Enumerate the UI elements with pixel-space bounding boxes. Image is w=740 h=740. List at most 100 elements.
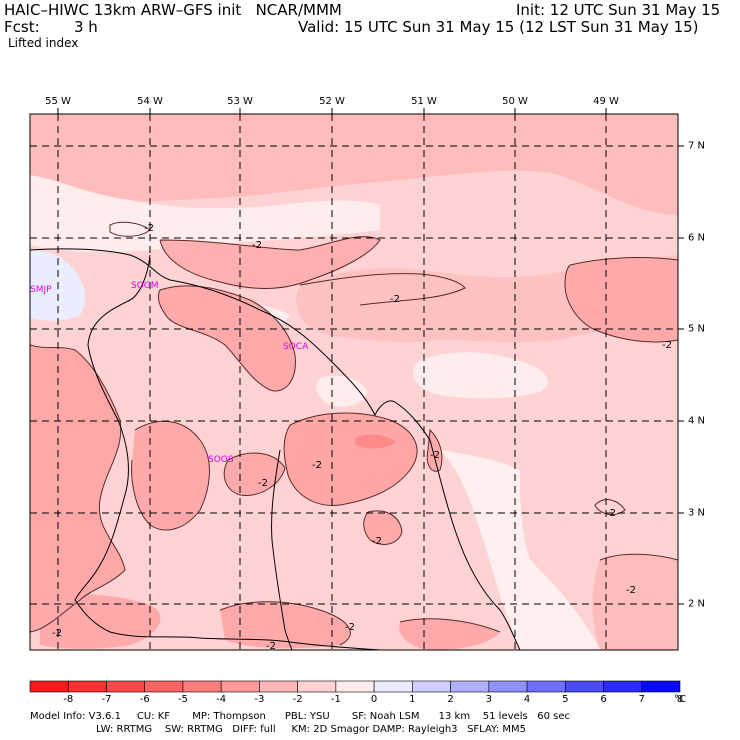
valid-time: Valid: 15 UTC Sun 31 May 15 (12 LST Sun … — [298, 18, 699, 36]
contour-line — [399, 618, 501, 633]
contour-line — [426, 428, 443, 472]
region-cell-south — [220, 601, 351, 649]
contour-line — [131, 420, 210, 531]
contour-label: -2 — [52, 628, 62, 639]
map-frame — [29, 113, 679, 651]
border-line — [30, 248, 521, 650]
region-upper-band — [30, 114, 678, 215]
region-cell-central — [284, 413, 418, 506]
colorbar-swatch — [603, 680, 643, 693]
model-title: HAIC–HIWC 13km ARW–GFS init NCAR/MMM — [4, 1, 342, 19]
colorbar-swatch — [29, 680, 69, 693]
contour-label: -2 — [606, 508, 616, 519]
country-borders — [30, 248, 521, 650]
lat-label: 6 N — [688, 232, 706, 244]
contour-line — [299, 273, 466, 306]
colorbar-tick-label: -6 — [139, 694, 150, 705]
contour-line — [363, 510, 403, 545]
contour-label: -2 — [430, 450, 440, 461]
region-cell-core — [355, 434, 396, 449]
colorbar-swatch — [450, 680, 490, 693]
region-east-cell — [565, 257, 678, 342]
colorbar-swatch — [526, 680, 566, 693]
colorbar-swatch — [144, 680, 184, 693]
lat-label: 4 N — [688, 415, 706, 427]
colorbar-swatch — [182, 680, 222, 693]
lat-label: 5 N — [688, 323, 706, 335]
contour-label: -2 — [312, 460, 322, 471]
contour-label: -2 — [144, 223, 154, 234]
model-info-line2: LW: RRTMG SW: RRTMG DIFF: full KM: 2D Sm… — [96, 724, 526, 735]
station-label: SMJP — [30, 285, 52, 295]
contour-lines — [30, 221, 678, 646]
lon-label: 49 W — [593, 96, 619, 107]
lon-label: 55 W — [45, 96, 71, 107]
contour-line — [109, 221, 151, 237]
colorbar-swatch — [259, 680, 298, 693]
contour-label: -2 — [372, 536, 382, 547]
colorbar-swatch — [564, 680, 604, 693]
contour-label: -2 — [258, 478, 268, 489]
colorbar-tick-label: 3 — [485, 694, 492, 705]
contour-label: -2 — [662, 340, 672, 351]
colorbar-tick-label: 4 — [523, 694, 531, 705]
contour-label: -2 — [252, 240, 262, 251]
colorbar-tick-label: -4 — [216, 694, 227, 705]
contour-line — [599, 553, 678, 561]
colorbar-swatch — [641, 680, 681, 693]
lat-label: 7 N — [688, 140, 706, 152]
colorbar-swatch — [335, 680, 375, 693]
colorbar-tick-label: -3 — [254, 694, 265, 705]
contour-line — [30, 344, 126, 633]
lon-label: 53 W — [227, 96, 253, 107]
region-southeast-strip — [440, 450, 600, 650]
model-info-line1: Model Info: V3.6.1 CU: KF MP: Thompson P… — [30, 711, 570, 722]
field-name: Lifted index — [8, 36, 79, 50]
colorbar-swatch — [297, 680, 337, 693]
lat-label: 3 N — [688, 507, 706, 519]
contour-line — [157, 285, 296, 392]
contour-label: -2 — [266, 641, 276, 652]
contour-line — [283, 412, 418, 506]
station-label: SOCA — [283, 342, 309, 352]
colorbar-tick-label: -8 — [63, 694, 74, 705]
colorbar-tick-label: -2 — [292, 694, 303, 705]
region-cell-north — [158, 285, 296, 391]
colorbar-tick-label: 5 — [562, 694, 569, 705]
colorbar-tick-label: 6 — [600, 694, 607, 705]
init-time: Init: 12 UTC Sun 31 May 15 — [516, 1, 721, 19]
contour-line — [223, 452, 286, 496]
colorbar-swatch — [488, 680, 528, 693]
contour-label: -2 — [626, 585, 636, 596]
contour-line — [594, 499, 626, 516]
axis-ticks — [57, 108, 684, 605]
forecast-hour: 3 h — [74, 18, 98, 36]
colorbar-tick-label: 1 — [409, 694, 416, 705]
colorbar-swatch — [67, 680, 107, 693]
colorbar-swatch — [220, 680, 260, 693]
lat-lon-grid — [30, 114, 678, 650]
lon-label: 51 W — [411, 96, 437, 107]
colorbar-tick-label: -1 — [330, 694, 341, 705]
colorbar-tick-label: -7 — [101, 694, 112, 705]
region-cell-soos — [224, 453, 285, 496]
border-line — [271, 449, 293, 650]
lon-label: 52 W — [319, 96, 345, 107]
colorbar-tick-label: 7 — [638, 694, 645, 705]
region-cell-southeast — [592, 554, 678, 650]
region-northwest-light — [30, 175, 380, 253]
lon-label: 50 W — [502, 96, 528, 107]
contour-line — [219, 601, 351, 646]
contour-line — [564, 257, 678, 343]
colorbar — [29, 680, 681, 693]
colorbar-tick-label: 8 — [676, 694, 684, 705]
contour-line — [159, 236, 381, 289]
contour-label: -2 — [345, 622, 355, 633]
region-cell-border — [427, 430, 442, 472]
colorbar-tick-label: 0 — [370, 694, 378, 705]
region-cell-small — [363, 510, 402, 545]
contour-label: -2 — [390, 294, 400, 305]
colorbar-swatch — [106, 680, 146, 693]
colorbar-tick-label: -5 — [177, 694, 188, 705]
